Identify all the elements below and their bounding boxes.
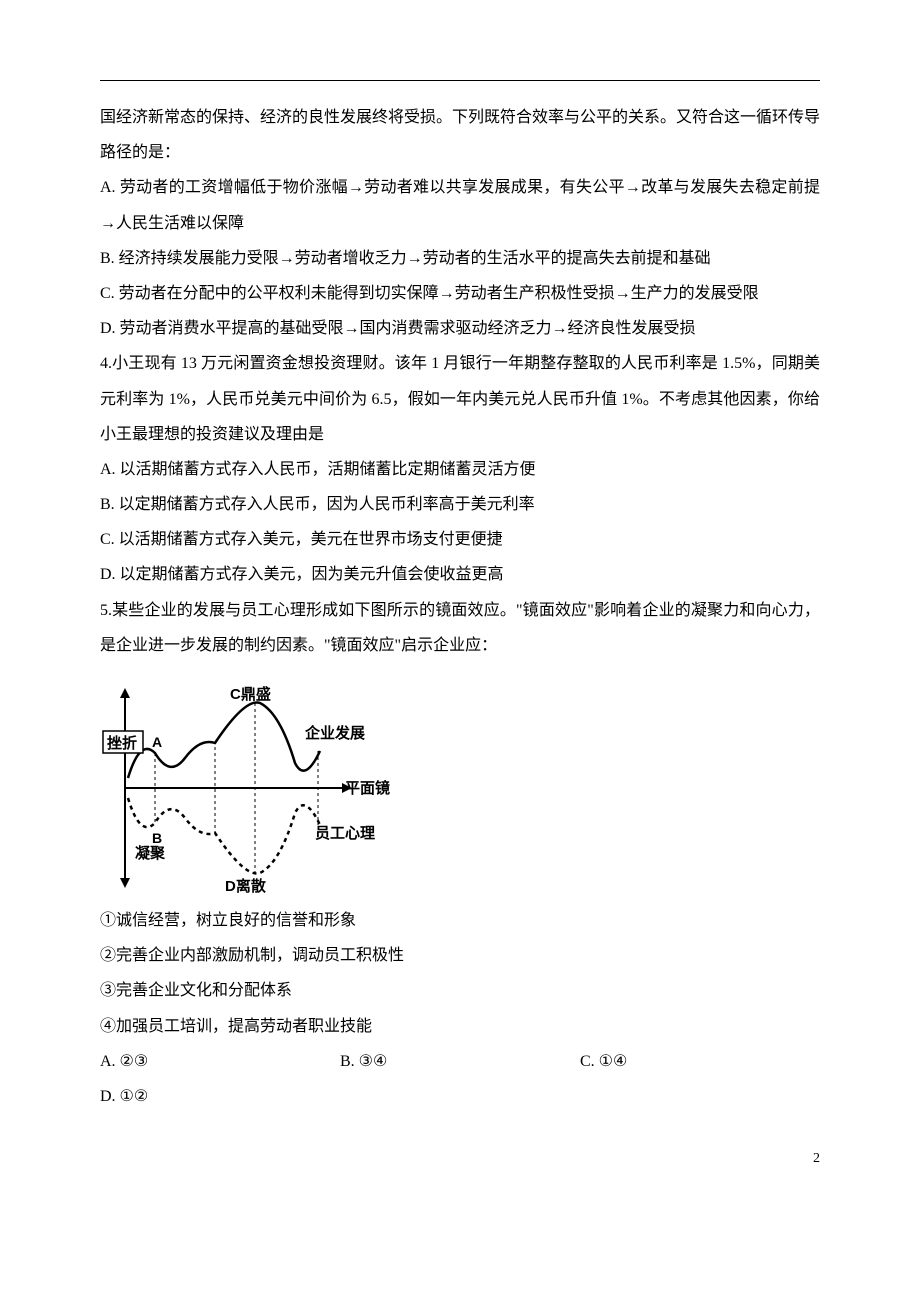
- document-body: 国经济新常态的保持、经济的良性发展终将受损。下列既符合效率与公平的关系。又符合这…: [100, 100, 820, 1175]
- q4-option-b: B. 以定期储蓄方式存入人民币，因为人民币利率高于美元利率: [100, 487, 820, 522]
- q3-option-d: D. 劳动者消费水平提高的基础受限→国内消费需求驱动经济乏力→经济良性发展受损: [100, 311, 820, 346]
- q5-option-b: B. ③④: [340, 1044, 580, 1079]
- q5-item-3: ③完善企业文化和分配体系: [100, 973, 820, 1008]
- chart-left-label: 挫折: [107, 734, 137, 752]
- q3-continuation: 国经济新常态的保持、经济的良性发展终将受损。下列既符合效率与公平的关系。又符合这…: [100, 100, 820, 170]
- q5-options-row1: A. ②③ B. ③④ C. ①④: [100, 1044, 820, 1079]
- q5-stem: 5.某些企业的发展与员工心理形成如下图所示的镜面效应。"镜面效应"影响着企业的凝…: [100, 593, 820, 663]
- chart-top-label: C鼎盛: [230, 685, 271, 703]
- q5-item-1: ①诚信经营，树立良好的信誉和形象: [100, 903, 820, 938]
- q3-option-b: B. 经济持续发展能力受限→劳动者增收乏力→劳动者的生活水平的提高失去前提和基础: [100, 241, 820, 276]
- page-number: 2: [100, 1144, 820, 1175]
- q4-option-a: A. 以活期储蓄方式存入人民币，活期储蓄比定期储蓄灵活方便: [100, 452, 820, 487]
- q4-option-d: D. 以定期储蓄方式存入美元，因为美元升值会使收益更高: [100, 557, 820, 592]
- q5-option-d: D. ①②: [100, 1079, 820, 1114]
- header-rule: [100, 80, 820, 81]
- mirror-effect-chart: A B C鼎盛 挫折 企业发展 平面镜 员工心理 凝聚 D离散: [100, 683, 400, 893]
- q5-item-4: ④加强员工培训，提高劳动者职业技能: [100, 1009, 820, 1044]
- q5-option-a: A. ②③: [100, 1044, 340, 1079]
- chart-bottom-label: D离散: [225, 877, 267, 893]
- q5-option-c: C. ①④: [580, 1044, 820, 1079]
- chart-right-top: 企业发展: [304, 724, 365, 742]
- q3-option-c: C. 劳动者在分配中的公平权利未能得到切实保障→劳动者生产积极性受损→生产力的发…: [100, 276, 820, 311]
- chart-point-a: A: [152, 734, 162, 750]
- chart-right-mid: 平面镜: [345, 779, 390, 797]
- chart-right-bottom: 员工心理: [315, 825, 375, 842]
- q5-item-2: ②完善企业内部激励机制，调动员工积极性: [100, 938, 820, 973]
- q3-option-a: A. 劳动者的工资增幅低于物价涨幅→劳动者难以共享发展成果，有失公平→改革与发展…: [100, 170, 820, 240]
- chart-left-bottom: 凝聚: [135, 845, 166, 862]
- q4-stem: 4.小王现有 13 万元闲置资金想投资理财。该年 1 月银行一年期整存整取的人民…: [100, 346, 820, 452]
- q4-option-c: C. 以活期储蓄方式存入美元，美元在世界市场支付更便捷: [100, 522, 820, 557]
- chart-point-b: B: [152, 830, 162, 846]
